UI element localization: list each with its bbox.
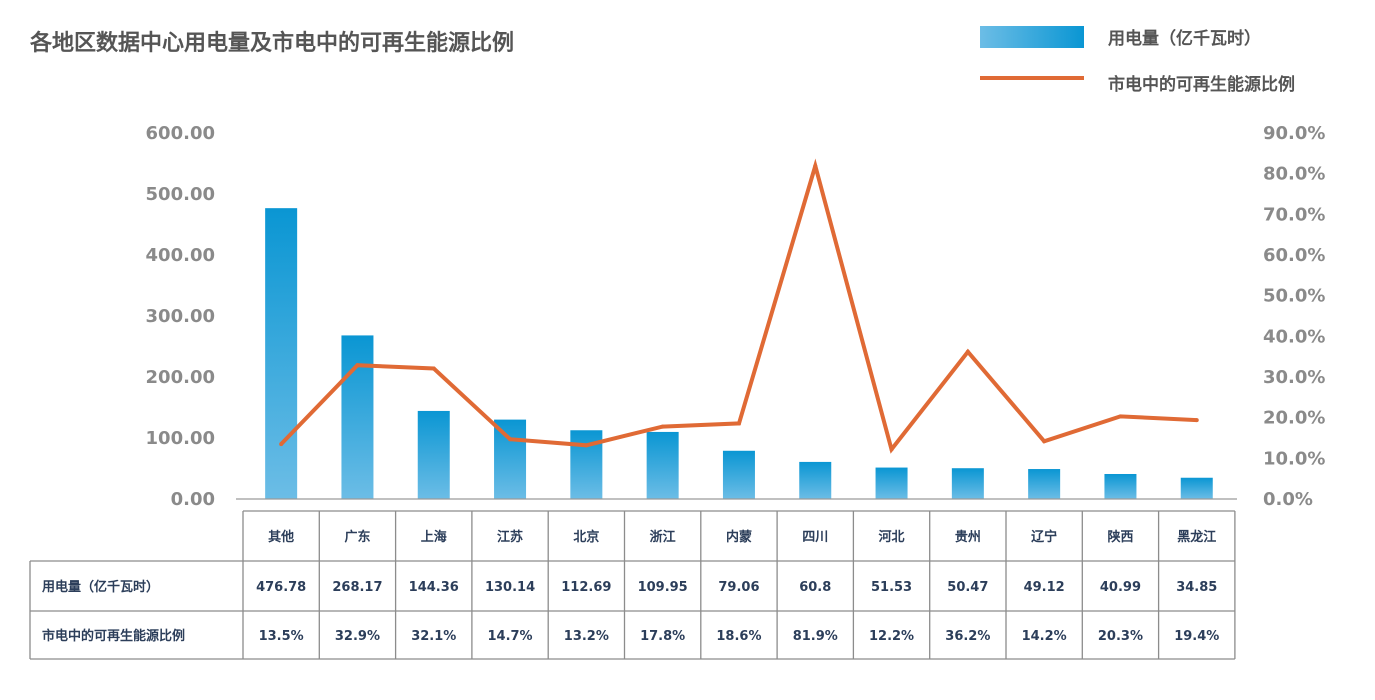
bar (646, 431, 679, 499)
consumption-value: 109.95 (638, 580, 688, 595)
renewable-value: 12.2% (869, 629, 914, 644)
consumption-value: 144.36 (409, 580, 459, 595)
row-header-renewable: 市电中的可再生能源比例 (42, 628, 185, 644)
renewable-value: 32.9% (335, 629, 380, 644)
renewable-value: 17.8% (640, 629, 685, 644)
right-tick-label: 90.0% (1263, 123, 1325, 144)
bar (265, 208, 298, 500)
category-label: 河北 (879, 529, 905, 545)
consumption-value: 51.53 (871, 580, 912, 595)
row-header-consumption: 用电量（亿千瓦时） (41, 579, 159, 595)
category-label: 浙江 (650, 529, 676, 545)
renewable-value: 14.7% (487, 629, 532, 644)
bar (417, 410, 450, 499)
left-tick-label: 200.00 (146, 367, 215, 388)
consumption-value: 476.78 (256, 580, 306, 595)
renewable-value: 32.1% (411, 629, 456, 644)
right-tick-label: 50.0% (1263, 286, 1325, 307)
category-label: 陕西 (1107, 529, 1133, 545)
line-point (660, 424, 665, 429)
left-tick-label: 300.00 (146, 306, 215, 327)
line-point (736, 421, 741, 426)
line-point (889, 447, 894, 452)
bar (341, 335, 374, 499)
bar (799, 461, 832, 499)
left-axis: 0.00 100.00 200.00 300.00 400.00 500.00 600.00 (146, 123, 215, 510)
consumption-value: 268.17 (332, 580, 382, 595)
consumption-value: 34.85 (1176, 580, 1217, 595)
bar (1104, 473, 1137, 499)
renewable-value: 36.2% (945, 629, 990, 644)
category-label: 其他 (268, 529, 294, 545)
legend-bar-swatch (980, 26, 1084, 48)
left-tick-label: 0.00 (171, 489, 215, 510)
line-point (1194, 418, 1199, 423)
right-tick-label: 10.0% (1263, 448, 1325, 469)
line-point (584, 443, 589, 448)
consumption-value: 112.69 (561, 580, 611, 595)
left-tick-label: 600.00 (146, 123, 215, 144)
left-tick-label: 100.00 (146, 428, 215, 449)
line-point (1118, 414, 1123, 419)
right-tick-label: 70.0% (1263, 204, 1325, 225)
category-label: 内蒙 (726, 529, 752, 545)
renewable-ratio-line (279, 158, 1197, 454)
category-label: 广东 (344, 529, 370, 545)
line-point (1042, 439, 1047, 444)
right-tick-label: 20.0% (1263, 408, 1325, 429)
renewable-value: 19.4% (1174, 629, 1219, 644)
bar (722, 450, 755, 499)
consumption-value: 49.12 (1024, 580, 1065, 595)
line-point (355, 363, 360, 368)
line-point (431, 366, 436, 371)
category-label: 上海 (421, 529, 447, 545)
line-series (279, 158, 1199, 454)
bar (1028, 469, 1061, 499)
bar (1180, 477, 1213, 499)
left-tick-label: 400.00 (146, 245, 215, 266)
renewable-value: 13.5% (259, 629, 304, 644)
line-point (813, 163, 818, 168)
consumption-value: 130.14 (485, 580, 535, 595)
consumption-value: 79.06 (718, 580, 759, 595)
right-tick-label: 0.0% (1263, 489, 1313, 510)
bar (951, 468, 984, 499)
category-label: 黑龙江 (1177, 529, 1216, 545)
left-tick-label: 500.00 (146, 184, 215, 205)
right-axis: 0.0% 10.0% 20.0% 30.0% 40.0% 50.0% 60.0% 70.0% 8… (1263, 123, 1325, 510)
consumption-value: 50.47 (947, 580, 988, 595)
line-point (279, 442, 284, 447)
consumption-value: 60.8 (799, 580, 831, 595)
right-tick-label: 30.0% (1263, 367, 1325, 388)
bar (494, 419, 527, 499)
renewable-value: 13.2% (564, 629, 609, 644)
renewable-value: 81.9% (793, 629, 838, 644)
renewable-value: 14.2% (1022, 629, 1067, 644)
category-label: 四川 (802, 530, 828, 545)
chart-title: 各地区数据中心用电量及市电中的可再生能源比例 (29, 30, 514, 56)
right-tick-label: 80.0% (1263, 164, 1325, 185)
category-label: 北京 (573, 529, 599, 545)
legend-line-label: 市电中的可再生能源比例 (1108, 74, 1295, 95)
legend: 用电量（亿千瓦时） 市电中的可再生能源比例 (980, 26, 1295, 95)
renewable-value: 18.6% (716, 629, 761, 644)
line-point (965, 349, 970, 354)
consumption-value: 40.99 (1100, 580, 1141, 595)
right-tick-label: 60.0% (1263, 245, 1325, 266)
category-label: 江苏 (497, 529, 523, 545)
category-label: 辽宁 (1031, 529, 1057, 545)
bar (875, 467, 908, 499)
right-tick-label: 40.0% (1263, 326, 1325, 347)
legend-bar-label: 用电量（亿千瓦时） (1108, 28, 1261, 49)
renewable-value: 20.3% (1098, 629, 1143, 644)
bar-series (265, 208, 1213, 500)
line-point (508, 437, 513, 442)
category-label: 贵州 (955, 529, 981, 545)
